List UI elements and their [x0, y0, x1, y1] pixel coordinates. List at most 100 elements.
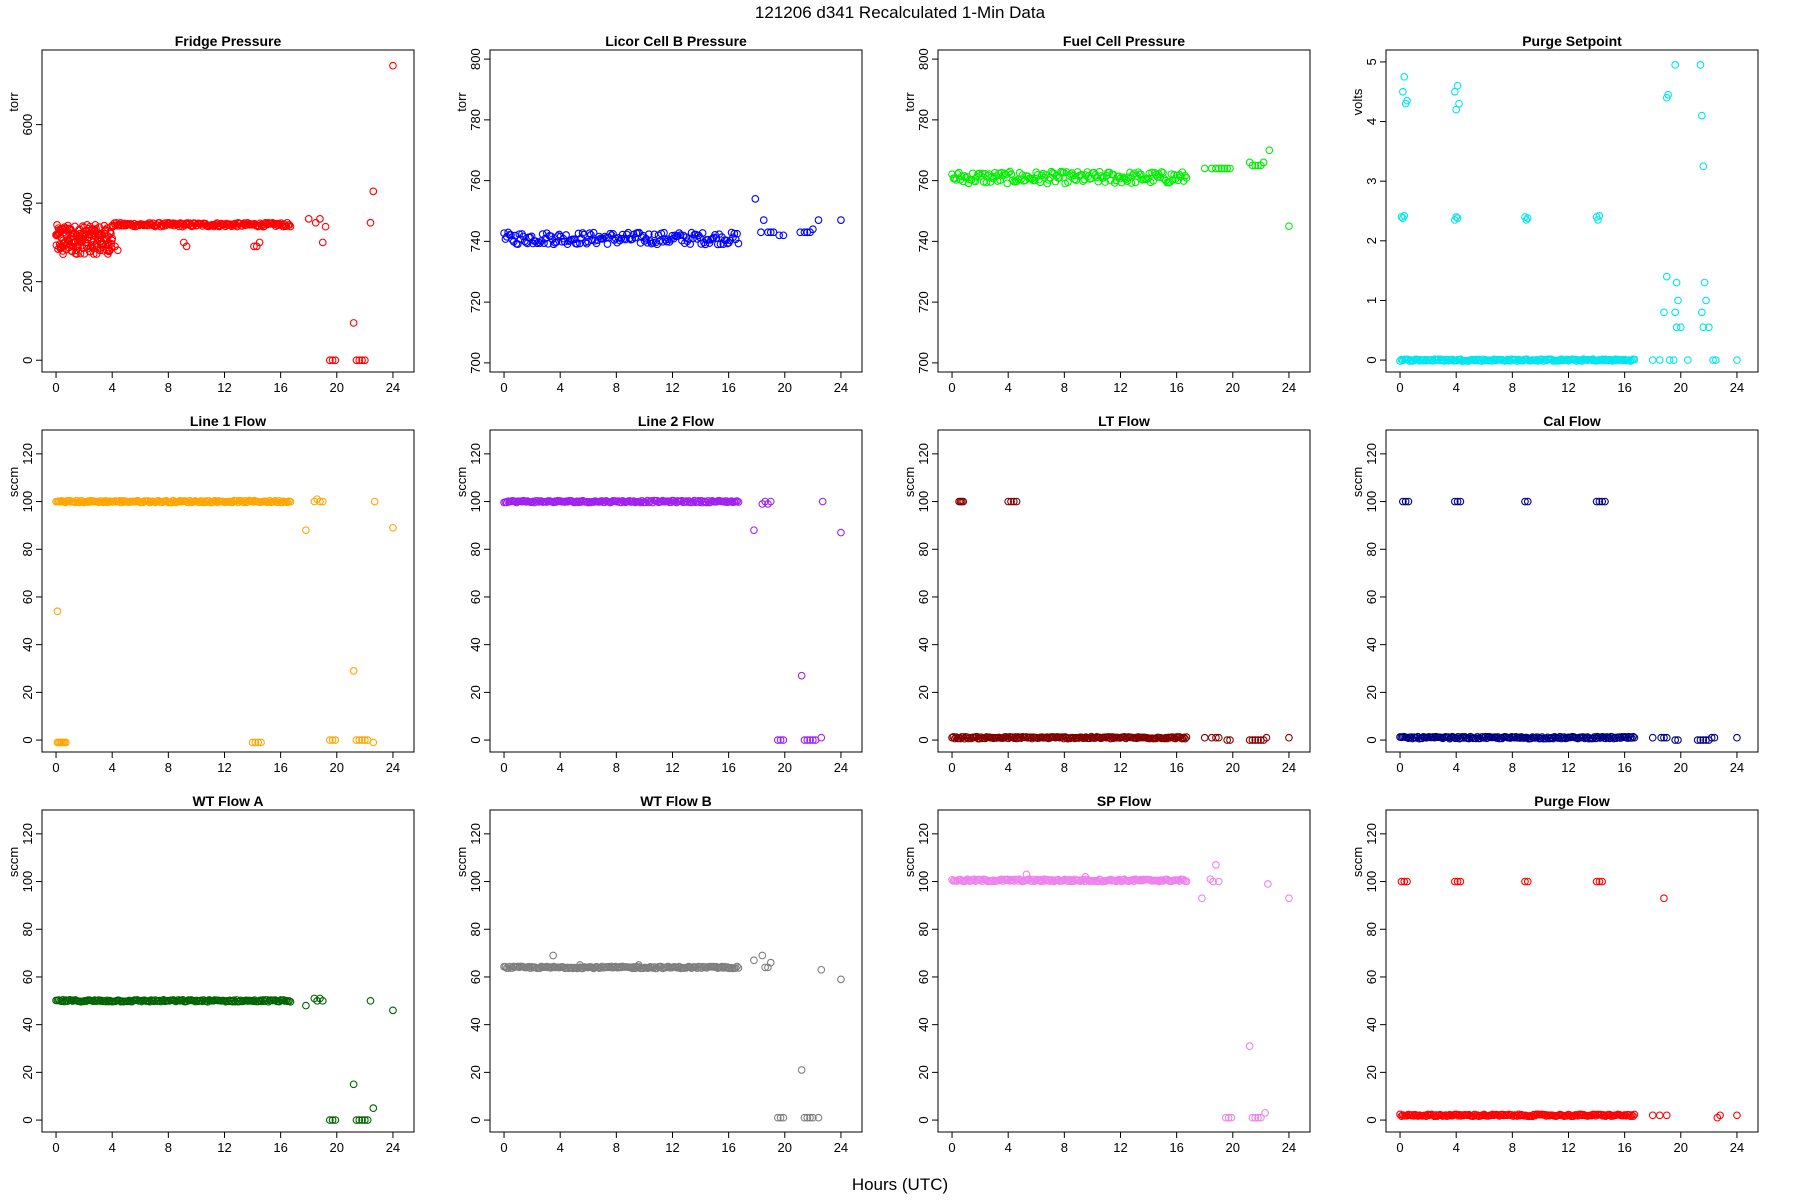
data-point — [89, 250, 98, 258]
data-point — [684, 235, 693, 243]
data-point — [1404, 497, 1413, 506]
data-point — [1733, 1111, 1741, 1120]
data-point — [1251, 161, 1260, 170]
data-point — [766, 958, 775, 967]
data-point — [1594, 216, 1602, 224]
data-point — [1223, 164, 1232, 173]
data-point — [1198, 894, 1206, 903]
data-point — [585, 229, 594, 238]
y-tick-label: 60 — [468, 590, 483, 604]
data-point — [1226, 164, 1234, 173]
data-point — [1182, 877, 1191, 886]
data-point — [766, 497, 775, 506]
y-axis-label: torr — [902, 92, 917, 112]
data-point — [549, 951, 558, 960]
x-tick-label: 8 — [1061, 380, 1068, 395]
data-point — [1181, 172, 1189, 180]
x-tick-label: 8 — [165, 760, 172, 775]
panel-title: WT Flow B — [640, 793, 712, 809]
data-point — [1660, 308, 1668, 317]
data-point — [814, 1113, 823, 1122]
data-point — [1626, 1112, 1635, 1120]
y-tick-label: 760 — [916, 170, 931, 192]
data-point — [254, 738, 263, 747]
x-tick-label: 12 — [1113, 380, 1127, 395]
x-tick-label: 20 — [1226, 380, 1240, 395]
data-point — [304, 215, 313, 223]
data-point — [1598, 877, 1607, 886]
data-point — [1149, 176, 1158, 185]
data-point — [1453, 81, 1462, 90]
data-point — [1398, 87, 1407, 96]
data-point — [361, 356, 369, 365]
x-tick-label: 0 — [948, 1140, 955, 1155]
data-point — [1450, 497, 1459, 506]
y-tick-label: 100 — [20, 871, 35, 893]
data-point — [251, 738, 260, 747]
data-point — [1220, 164, 1229, 173]
data-point — [1148, 168, 1156, 177]
x-tick-label: 20 — [330, 380, 344, 395]
data-point — [817, 733, 826, 742]
data-point — [675, 229, 684, 237]
data-point — [285, 997, 293, 1005]
data-point — [995, 169, 1003, 178]
data-point — [349, 1080, 358, 1089]
data-point — [369, 1104, 378, 1112]
data-point — [773, 1113, 782, 1122]
data-point — [1571, 355, 1580, 364]
panel-8: Cal Flow sccm 0 4 8 12 16 20 24 0 20 40 60 80 100 120 — [1350, 413, 1759, 775]
data-point — [174, 996, 183, 1004]
data-point — [1697, 308, 1706, 317]
data-point — [1648, 1111, 1657, 1120]
data-point — [1400, 211, 1409, 220]
data-point — [1700, 278, 1709, 287]
x-tick-label: 4 — [109, 760, 116, 775]
data-point — [366, 218, 375, 227]
y-tick-label: 80 — [916, 542, 931, 556]
data-point — [1595, 211, 1604, 220]
data-point — [1212, 733, 1220, 742]
data-point — [606, 229, 615, 238]
data-point — [803, 736, 812, 744]
data-point — [837, 528, 845, 537]
data-point — [107, 243, 116, 252]
x-tick-label: 4 — [1453, 380, 1460, 395]
x-tick-label: 24 — [1282, 760, 1296, 775]
panel-title: Licor Cell B Pressure — [605, 33, 747, 49]
data-point — [1625, 356, 1633, 364]
data-point — [971, 177, 980, 186]
data-point — [91, 220, 100, 229]
data-point — [1629, 732, 1637, 741]
data-point — [1022, 870, 1031, 879]
data-point — [1209, 877, 1217, 886]
data-point — [1458, 732, 1466, 741]
x-tick-label: 8 — [613, 380, 620, 395]
data-point — [1405, 357, 1414, 365]
data-point — [1716, 1111, 1724, 1120]
data-point — [389, 1006, 397, 1015]
y-tick-label: 40 — [20, 1017, 35, 1031]
y-tick-label: 100 — [1364, 871, 1379, 893]
data-point — [176, 496, 184, 505]
data-point — [53, 607, 62, 616]
data-point — [1214, 877, 1223, 886]
panel-12: Purge Flow sccm 0 4 8 12 16 20 24 0 20 40 60 80 100 120 — [1350, 793, 1759, 1155]
data-point — [325, 736, 334, 744]
data-point — [581, 238, 590, 246]
data-point — [1397, 1112, 1406, 1120]
y-tick-label: 780 — [468, 109, 483, 131]
y-tick-label: 100 — [468, 491, 483, 513]
data-point — [1214, 733, 1223, 742]
data-point — [286, 497, 295, 506]
data-point — [713, 240, 722, 249]
y-tick-label: 780 — [916, 109, 931, 131]
panel-title: Line 2 Flow — [638, 413, 714, 429]
y-tick-label: 40 — [1364, 637, 1379, 651]
plot-frame — [41, 49, 415, 373]
y-tick-label: 0 — [20, 357, 35, 364]
panel-title: Purge Setpoint — [1522, 33, 1622, 49]
data-point — [647, 239, 656, 248]
panel-7: LT Flow sccm 0 4 8 12 16 20 24 0 20 40 60 80 100 120 — [902, 413, 1311, 775]
x-tick-label: 0 — [948, 380, 955, 395]
